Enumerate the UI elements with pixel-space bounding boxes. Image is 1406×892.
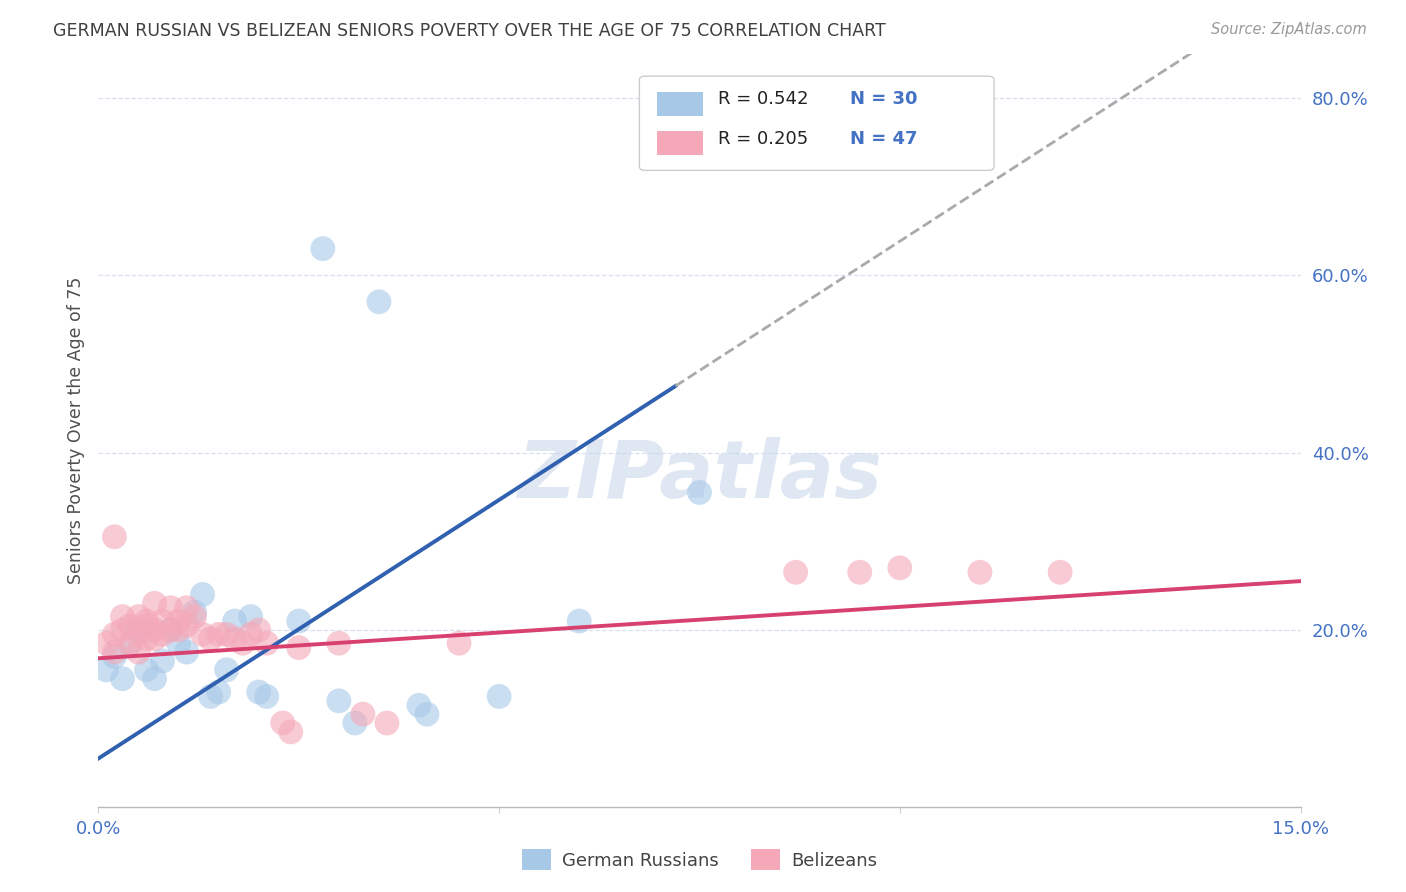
Point bbox=[224, 632, 246, 646]
Point bbox=[152, 654, 174, 668]
Point bbox=[849, 566, 872, 580]
Point bbox=[135, 618, 157, 632]
Point bbox=[128, 627, 150, 641]
Point bbox=[143, 632, 166, 646]
Point bbox=[183, 609, 205, 624]
Point bbox=[889, 561, 911, 575]
Point bbox=[159, 600, 181, 615]
Point bbox=[167, 636, 190, 650]
Point bbox=[256, 636, 278, 650]
Y-axis label: Seniors Poverty Over the Age of 75: Seniors Poverty Over the Age of 75 bbox=[66, 277, 84, 584]
Point bbox=[167, 614, 190, 628]
Point bbox=[120, 636, 142, 650]
Point bbox=[408, 698, 430, 713]
Point bbox=[128, 623, 150, 637]
Point bbox=[568, 614, 591, 628]
Point bbox=[200, 690, 222, 704]
Point bbox=[120, 618, 142, 632]
Point bbox=[447, 636, 470, 650]
Point bbox=[239, 627, 262, 641]
Point bbox=[176, 600, 198, 615]
Text: Source: ZipAtlas.com: Source: ZipAtlas.com bbox=[1211, 22, 1367, 37]
Point bbox=[200, 632, 222, 646]
Point bbox=[135, 632, 157, 646]
Point bbox=[288, 640, 311, 655]
Point bbox=[247, 623, 270, 637]
Point bbox=[280, 724, 302, 739]
Point bbox=[343, 716, 366, 731]
Point bbox=[143, 596, 166, 610]
Point bbox=[785, 566, 807, 580]
Point bbox=[416, 707, 439, 722]
Point bbox=[103, 627, 125, 641]
Point bbox=[368, 294, 391, 309]
Text: ZIPatlas: ZIPatlas bbox=[517, 436, 882, 515]
Text: GERMAN RUSSIAN VS BELIZEAN SENIORS POVERTY OVER THE AGE OF 75 CORRELATION CHART: GERMAN RUSSIAN VS BELIZEAN SENIORS POVER… bbox=[53, 22, 886, 40]
Bar bbox=[658, 131, 703, 155]
Point bbox=[215, 627, 238, 641]
Bar bbox=[658, 92, 703, 116]
Text: N = 30: N = 30 bbox=[849, 90, 917, 109]
Point bbox=[375, 716, 398, 731]
Point bbox=[352, 707, 374, 722]
Point bbox=[232, 636, 254, 650]
Point bbox=[312, 242, 335, 256]
Text: R = 0.542: R = 0.542 bbox=[717, 90, 808, 109]
Point bbox=[256, 690, 278, 704]
Point bbox=[152, 627, 174, 641]
Point bbox=[208, 685, 231, 699]
Point bbox=[159, 623, 181, 637]
Point bbox=[103, 530, 125, 544]
Point bbox=[488, 690, 510, 704]
Point bbox=[159, 623, 181, 637]
Point bbox=[167, 623, 190, 637]
Point bbox=[328, 636, 350, 650]
Point bbox=[224, 614, 246, 628]
Point bbox=[111, 623, 134, 637]
Point bbox=[103, 649, 125, 664]
Text: R = 0.205: R = 0.205 bbox=[717, 129, 808, 148]
Point bbox=[135, 663, 157, 677]
Point bbox=[128, 645, 150, 659]
Point bbox=[152, 614, 174, 628]
Point bbox=[208, 627, 231, 641]
Point bbox=[176, 645, 198, 659]
Point bbox=[328, 694, 350, 708]
Point bbox=[288, 614, 311, 628]
Point bbox=[143, 623, 166, 637]
Point bbox=[120, 636, 142, 650]
Point bbox=[969, 566, 991, 580]
Point bbox=[247, 685, 270, 699]
Point bbox=[96, 663, 118, 677]
Point bbox=[191, 627, 214, 641]
Text: N = 47: N = 47 bbox=[849, 129, 917, 148]
Point bbox=[135, 614, 157, 628]
Point bbox=[103, 645, 125, 659]
Point bbox=[1049, 566, 1071, 580]
Point bbox=[191, 587, 214, 601]
Point bbox=[215, 663, 238, 677]
Point bbox=[689, 485, 711, 500]
Point bbox=[143, 672, 166, 686]
Point bbox=[111, 609, 134, 624]
Point bbox=[239, 609, 262, 624]
Point bbox=[111, 672, 134, 686]
Point bbox=[183, 605, 205, 619]
Point bbox=[176, 618, 198, 632]
Point bbox=[128, 609, 150, 624]
FancyBboxPatch shape bbox=[640, 76, 994, 170]
Legend: German Russians, Belizeans: German Russians, Belizeans bbox=[515, 842, 884, 878]
Point bbox=[271, 716, 294, 731]
Point bbox=[96, 636, 118, 650]
